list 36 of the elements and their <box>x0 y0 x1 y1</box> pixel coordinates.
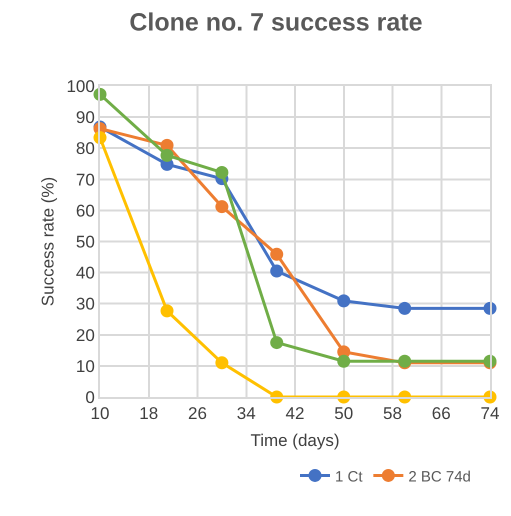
x-tick-label: 58 <box>383 404 402 424</box>
y-tick-label: 80 <box>76 139 95 158</box>
legend-label: 1 Ct <box>335 468 364 486</box>
x-tick-label: 26 <box>188 404 207 424</box>
point <box>337 354 350 368</box>
point <box>215 166 228 179</box>
y-tick-label: 100 <box>66 76 95 96</box>
y-tick-label: 70 <box>76 170 95 190</box>
y-tick-label: 0 <box>85 388 95 407</box>
point <box>215 200 228 214</box>
x-tick-label: 50 <box>334 404 354 424</box>
point <box>160 148 174 162</box>
point <box>270 336 284 350</box>
y-tick-label: 30 <box>76 294 95 314</box>
y-tick-label: 50 <box>76 232 95 252</box>
point <box>160 304 174 318</box>
chart-title: Clone no. 7 success rate <box>129 8 423 36</box>
point <box>215 356 228 370</box>
point <box>270 264 284 278</box>
y-tick-label: 60 <box>76 201 95 220</box>
x-axis-title: Time (days) <box>250 431 340 450</box>
y-tick-label: 40 <box>76 264 95 283</box>
x-tick-label: 10 <box>90 404 110 424</box>
point <box>398 302 412 315</box>
x-tick-label: 74 <box>480 404 500 424</box>
y-tick-label: 20 <box>76 326 95 345</box>
point <box>337 294 350 308</box>
y-tick-label: 10 <box>76 356 95 376</box>
x-tick-label: 66 <box>432 404 451 424</box>
x-tick-label: 34 <box>236 404 256 424</box>
y-axis-title: Success rate (%) <box>38 176 58 306</box>
legend-label: 2 BC 74d <box>408 468 471 486</box>
point <box>270 248 284 261</box>
x-tick-label: 18 <box>139 404 158 424</box>
y-tick-label: 90 <box>76 108 95 128</box>
x-tick-label: 42 <box>286 404 304 424</box>
